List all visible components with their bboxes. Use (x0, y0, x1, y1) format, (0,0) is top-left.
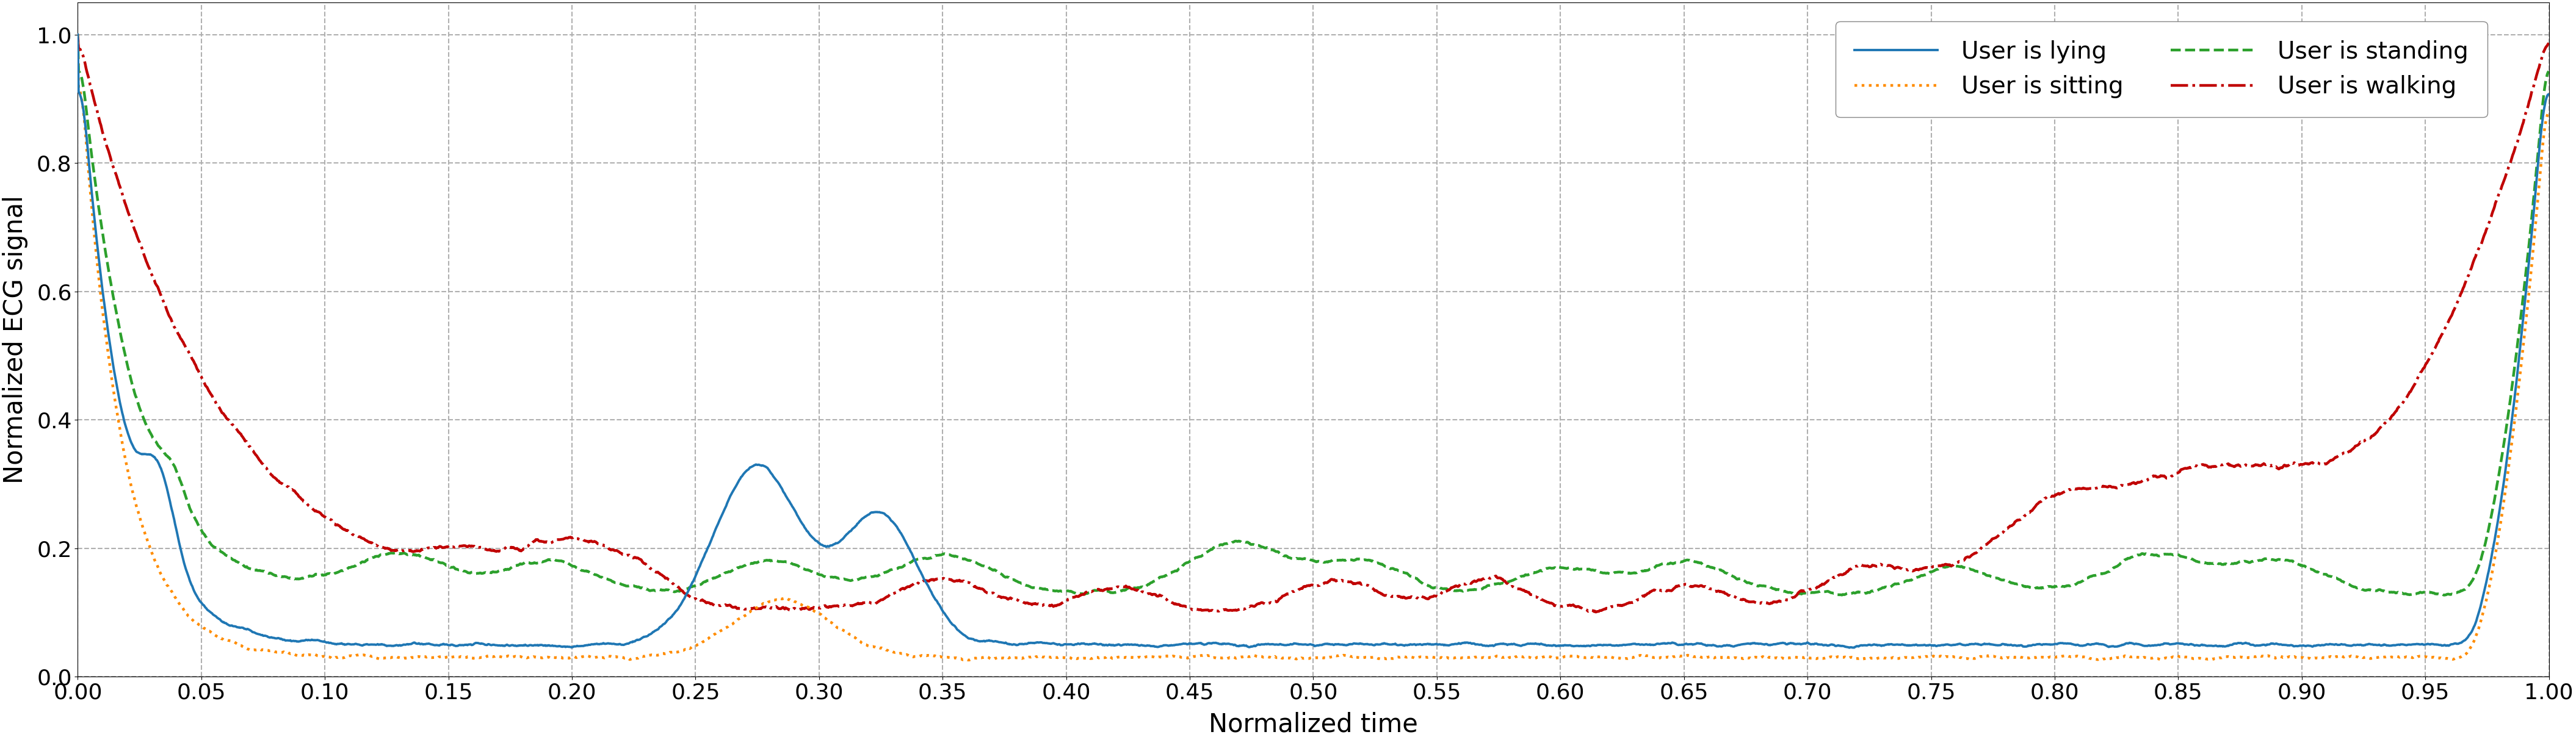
User is standing (2429, 591, 2460, 599)
User is sitting (1010, 653, 1041, 662)
User is lying (62, 30, 93, 39)
User is lying (492, 641, 523, 650)
User is lying (2486, 496, 2517, 505)
Line: User is lying: User is lying (77, 35, 2548, 648)
User is sitting (345, 650, 376, 659)
User is walking (2532, 38, 2563, 47)
User is standing (1010, 581, 1041, 590)
User is sitting (953, 656, 984, 665)
User is lying (1834, 643, 1865, 652)
User is standing (492, 565, 523, 574)
User is sitting (492, 652, 523, 661)
User is lying (2532, 90, 2563, 98)
Legend: User is lying, User is sitting, User is standing, User is walking: User is lying, User is sitting, User is … (1837, 21, 2488, 118)
User is standing (2218, 559, 2249, 568)
User is sitting (2532, 107, 2563, 116)
Y-axis label: Normalized ECG signal: Normalized ECG signal (3, 195, 28, 484)
User is sitting (2486, 516, 2517, 525)
User is walking (492, 542, 523, 551)
User is sitting (1118, 653, 1149, 662)
User is walking (1010, 599, 1041, 608)
Line: User is sitting: User is sitting (77, 35, 2548, 660)
User is lying (345, 640, 376, 649)
User is standing (2486, 457, 2517, 465)
User is lying (1118, 640, 1149, 649)
User is lying (1010, 639, 1041, 648)
User is sitting (2221, 653, 2251, 662)
User is walking (345, 532, 376, 541)
User is walking (1118, 585, 1149, 593)
User is sitting (62, 30, 93, 39)
User is standing (1118, 583, 1149, 592)
Line: User is walking: User is walking (77, 35, 2548, 612)
User is walking (62, 30, 93, 39)
User is walking (2221, 462, 2251, 471)
User is walking (1579, 608, 1610, 616)
Line: User is standing: User is standing (77, 35, 2548, 595)
User is standing (2532, 67, 2563, 75)
User is standing (62, 30, 93, 39)
User is lying (2221, 639, 2251, 648)
X-axis label: Normalized time: Normalized time (1208, 712, 1417, 738)
User is standing (345, 559, 376, 568)
User is walking (2486, 184, 2517, 193)
